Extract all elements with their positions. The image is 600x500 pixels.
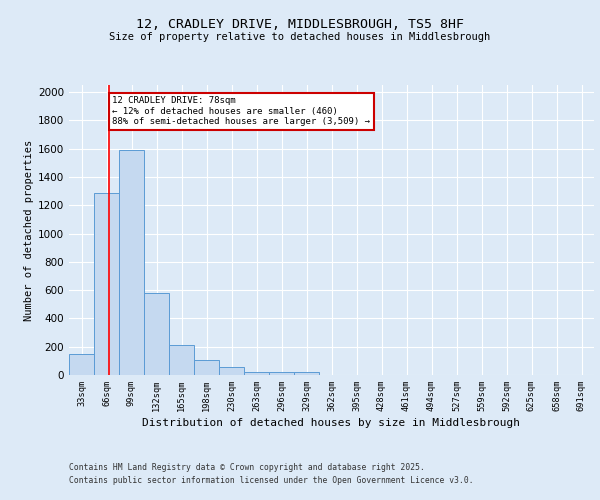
Bar (269, 372, 294, 375)
Bar (144, 293, 169, 375)
Text: 12 CRADLEY DRIVE: 78sqm
← 12% of detached houses are smaller (460)
88% of semi-d: 12 CRADLEY DRIVE: 78sqm ← 12% of detache… (112, 96, 370, 126)
Text: Contains HM Land Registry data © Crown copyright and database right 2025.: Contains HM Land Registry data © Crown c… (69, 462, 425, 471)
Bar (94, 192, 119, 375)
Bar (119, 150, 144, 375)
Bar (294, 372, 319, 375)
Text: Contains public sector information licensed under the Open Government Licence v3: Contains public sector information licen… (69, 476, 473, 485)
Y-axis label: Number of detached properties: Number of detached properties (24, 140, 34, 320)
Bar (69, 354, 94, 375)
Bar (169, 344, 194, 375)
Bar (219, 367, 244, 375)
Bar (244, 372, 269, 375)
Text: 12, CRADLEY DRIVE, MIDDLESBROUGH, TS5 8HF: 12, CRADLEY DRIVE, MIDDLESBROUGH, TS5 8H… (136, 18, 464, 30)
Bar (194, 360, 219, 375)
Text: Size of property relative to detached houses in Middlesbrough: Size of property relative to detached ho… (109, 32, 491, 42)
X-axis label: Distribution of detached houses by size in Middlesbrough: Distribution of detached houses by size … (143, 418, 521, 428)
